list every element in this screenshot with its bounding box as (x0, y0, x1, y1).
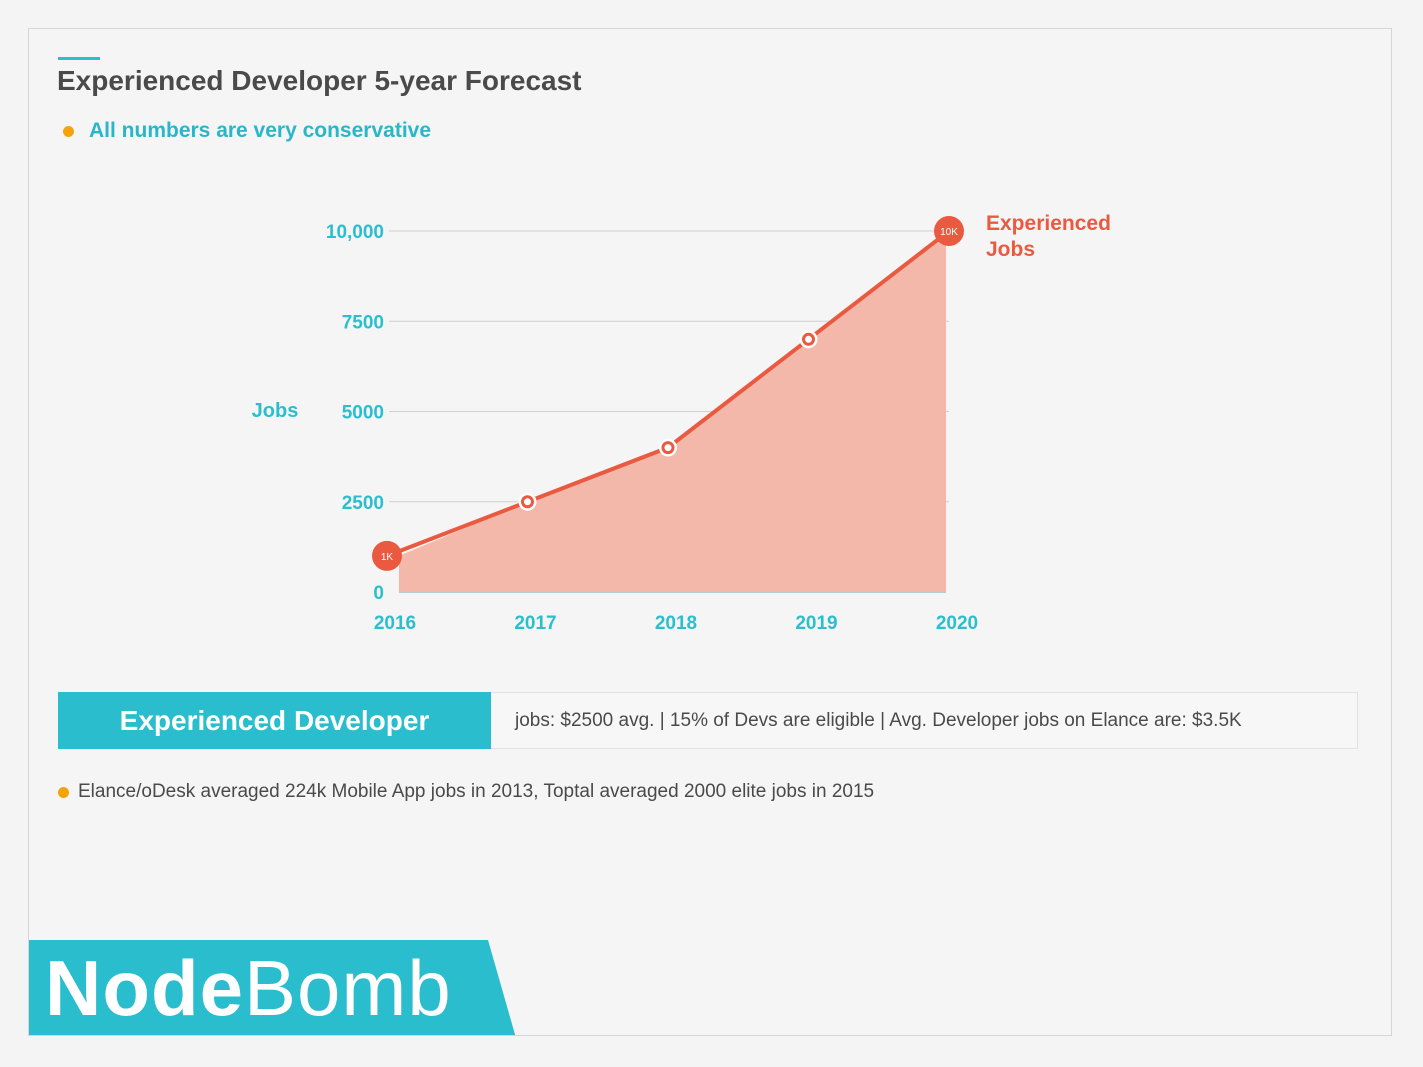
data-point-badge (934, 216, 964, 246)
x-tick-label: 2019 (795, 613, 837, 634)
data-point (521, 495, 534, 509)
bullet-dot-icon (58, 786, 69, 798)
note-row: Elance/oDesk averaged 224k Mobile App jo… (58, 781, 874, 803)
subtitle: All numbers are very conservative (89, 119, 432, 142)
y-tick-labels: 0 2500 5000 7500 10,000 (326, 222, 384, 604)
logo: NodeBomb (29, 940, 516, 1035)
bullet-dot-icon (63, 125, 74, 137)
x-tick-label: 2018 (655, 613, 697, 634)
logo-light-part: Bomb (244, 944, 452, 1032)
data-point (661, 441, 675, 455)
subtitle-row: All numbers are very conservative (63, 119, 431, 143)
info-label: Experienced Developer (58, 692, 491, 749)
note-text: Elance/oDesk averaged 224k Mobile App jo… (78, 781, 875, 802)
x-tick-label: 2017 (514, 613, 556, 634)
page-title: Experienced Developer 5-year Forecast (57, 65, 582, 96)
series-label-line-2: Jobs (986, 238, 1035, 261)
y-tick-label: 0 (373, 583, 384, 604)
data-point-badge (372, 540, 402, 571)
series-label-line-1: Experienced (986, 212, 1111, 235)
y-tick-label: 5000 (342, 403, 384, 424)
slide: Experienced Developer 5-year Forecast Al… (28, 28, 1392, 1036)
x-tick-label: 2016 (374, 613, 416, 634)
logo-bold-part: Node (45, 944, 244, 1032)
series-points: 1K 10K (372, 216, 964, 571)
data-point (802, 332, 815, 346)
x-tick-labels: 2016 2017 2018 2019 2020 (374, 613, 978, 634)
y-axis-label: Jobs (252, 400, 299, 422)
y-tick-label: 10,000 (326, 222, 384, 243)
title-accent-rule (58, 57, 100, 60)
x-tick-label: 2020 (936, 613, 978, 634)
y-tick-label: 2500 (342, 493, 384, 514)
y-tick-label: 7500 (342, 312, 384, 333)
series-label: Experienced Jobs (986, 212, 1117, 261)
data-point-label: 10K (940, 227, 958, 238)
data-point-label: 1K (381, 552, 394, 563)
logo-text: NodeBomb (45, 943, 452, 1034)
info-text: jobs: $2500 avg. | 15% of Devs are eligi… (515, 709, 1242, 731)
info-bar: Experienced Developer jobs: $2500 avg. |… (58, 692, 1358, 749)
